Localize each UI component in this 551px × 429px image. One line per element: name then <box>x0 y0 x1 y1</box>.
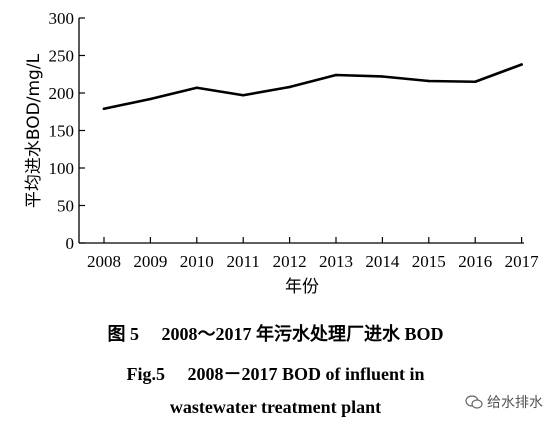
x-axis-title: 年份 <box>285 277 319 297</box>
x-tick-label: 2014 <box>365 252 400 271</box>
figure-caption-english-line2: wastewater treatment plant <box>169 397 382 417</box>
y-tick-label: 100 <box>49 159 75 178</box>
data-point <box>102 107 106 111</box>
y-tick-label: 0 <box>66 234 75 253</box>
x-tick-label: 2008 <box>87 252 121 271</box>
watermark-text: 给水排水 <box>487 395 543 411</box>
x-tick-label: 2016 <box>458 252 492 271</box>
wechat-icon <box>465 395 483 409</box>
x-tick-label: 2017 <box>505 252 540 271</box>
y-tick-label: 200 <box>49 84 75 103</box>
y-tick-label: 300 <box>49 9 75 28</box>
data-point <box>520 63 523 66</box>
data-point <box>473 80 477 84</box>
y-tick-label: 250 <box>49 47 75 66</box>
plot-area: 0 50 100 150 200 250 300 2008 2009 2010 2011 2012 20… <box>49 9 540 271</box>
figure-caption-chinese: 图 5 2008～2017 年污水处理厂进水 BOD <box>107 324 444 344</box>
y-tick-label: 50 <box>57 197 74 216</box>
data-point <box>195 86 199 90</box>
y-axis-title: 平均进水BOD/mg/L <box>24 53 44 208</box>
x-tick-label: 2012 <box>273 252 307 271</box>
data-point <box>149 97 152 101</box>
data-point <box>334 73 338 77</box>
y-tick-label: 150 <box>49 122 75 141</box>
watermark: 给水排水 <box>465 392 543 412</box>
x-tick-label: 2015 <box>412 252 446 271</box>
x-tick-label: 2010 <box>180 252 214 271</box>
x-tick-label: 2009 <box>133 252 167 271</box>
figure-caption-english-line1: Fig.5 2008－2017 BOD of influent in <box>126 364 425 384</box>
bod-series-line <box>102 63 523 111</box>
data-point <box>427 79 431 83</box>
x-tick-label: 2013 <box>319 252 353 271</box>
data-point <box>381 75 384 78</box>
x-tick-label: 2011 <box>227 252 260 271</box>
bod-line-chart: 0 50 100 150 200 250 300 2008 2009 2010 2011 2012 20… <box>24 9 540 297</box>
data-point <box>288 85 291 89</box>
data-point <box>241 93 245 97</box>
